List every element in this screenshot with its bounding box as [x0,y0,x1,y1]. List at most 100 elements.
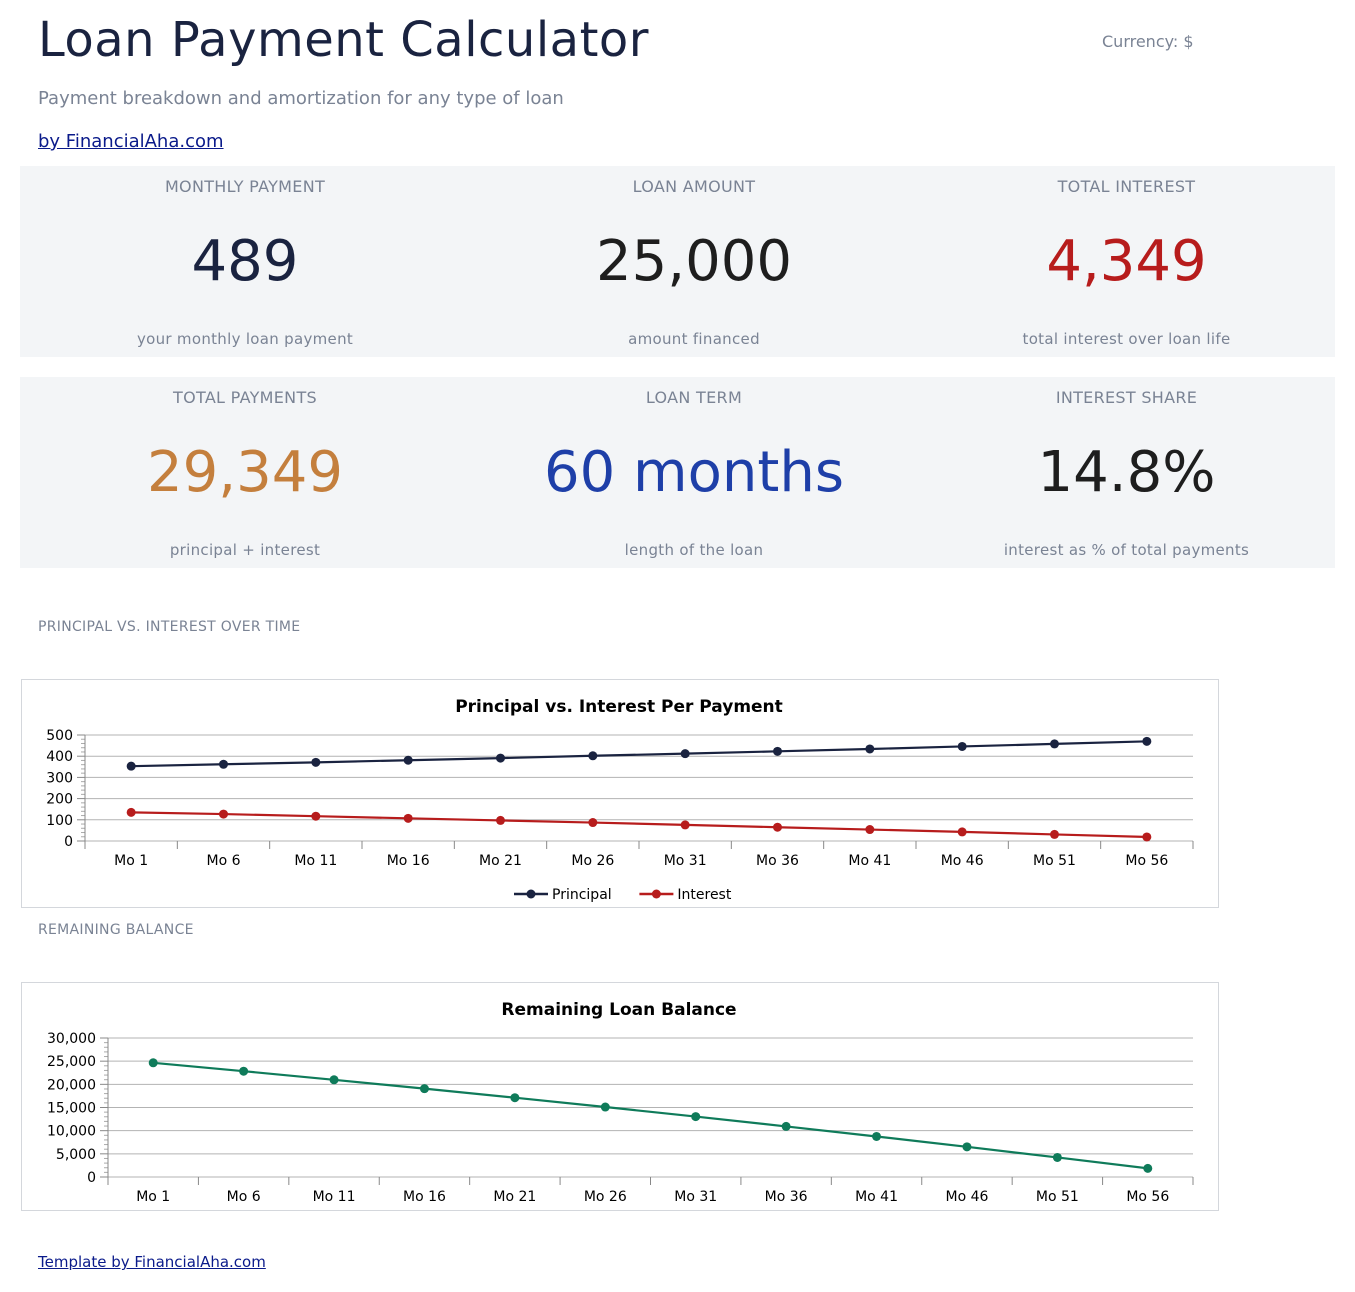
y-tick-label: 5,000 [56,1147,96,1163]
x-tick-label: Mo 46 [945,1189,988,1205]
kpi-row-totals: TOTAL PAYMENTS 29,349 principal + intere… [20,377,1335,568]
data-point [239,1066,249,1076]
x-tick-label: Mo 1 [114,853,148,869]
currency-label: Currency: $ [1102,32,1194,51]
kpi-row-summary: MONTHLY PAYMENT 489 your monthly loan pa… [20,166,1335,357]
data-point [496,815,505,825]
kpi-value: 25,000 [596,229,792,294]
data-point [1050,739,1059,749]
data-point [510,1093,520,1103]
x-tick-label: Mo 36 [756,853,799,869]
x-tick-label: Mo 16 [403,1189,446,1205]
footer-template-link[interactable]: Template by FinancialAha.com [38,1253,266,1271]
data-point [1143,1163,1153,1173]
y-tick-label: 500 [46,728,73,744]
y-tick-label: 15,000 [47,1101,96,1117]
x-tick-label: Mo 26 [584,1189,627,1205]
kpi-interest-share: INTEREST SHARE 14.8% interest as % of to… [918,377,1335,568]
y-tick-label: 20,000 [47,1077,96,1093]
data-point [496,753,505,763]
x-tick-label: Mo 36 [765,1189,808,1205]
y-tick-label: 200 [46,792,73,808]
series-line [153,1061,1148,1170]
data-point [957,827,967,837]
x-tick-label: Mo 31 [664,853,707,869]
kpi-total-payments: TOTAL PAYMENTS 29,349 principal + intere… [20,377,470,568]
y-tick-label: 30,000 [47,1031,96,1047]
kpi-label: LOAN AMOUNT [632,177,756,196]
y-tick-label: 400 [46,749,73,765]
data-point [403,755,413,765]
data-point [865,744,875,754]
series-line [131,811,1147,839]
x-tick-label: Mo 51 [1033,853,1076,869]
kpi-value: 4,349 [1046,229,1207,294]
kpi-value: 29,349 [147,440,343,505]
legend-marker [651,889,661,899]
legend-label: Interest [677,887,731,903]
x-tick-label: Mo 21 [493,1189,536,1205]
kpi-loan-amount: LOAN AMOUNT 25,000 amount financed [470,166,918,357]
y-tick-label: 0 [87,1170,96,1186]
kpi-label: TOTAL PAYMENTS [173,388,317,407]
data-point [126,761,136,771]
kpi-caption: total interest over loan life [1022,330,1231,348]
data-point [588,818,598,828]
kpi-caption: principal + interest [169,541,321,559]
data-point [126,807,136,817]
byline-link[interactable]: by FinancialAha.com [38,131,224,152]
kpi-caption: amount financed [628,330,760,348]
kpi-value: 60 months [544,440,844,505]
data-point [311,811,321,821]
data-point [962,1142,972,1152]
data-point [419,1084,429,1094]
chart-title: Remaining Loan Balance [501,1000,736,1020]
data-point [403,813,413,823]
kpi-label: MONTHLY PAYMENT [164,177,326,196]
kpi-label: INTEREST SHARE [1055,388,1198,407]
kpi-caption: your monthly loan payment [136,330,354,348]
page-subtitle: Payment breakdown and amortization for a… [38,88,564,109]
x-tick-label: Mo 46 [941,853,984,869]
x-tick-label: Mo 41 [855,1189,898,1205]
data-point [957,741,967,751]
data-point [773,822,782,832]
x-tick-label: Mo 6 [227,1189,261,1205]
data-point [219,759,228,769]
kpi-monthly-payment: MONTHLY PAYMENT 489 your monthly loan pa… [20,166,470,357]
data-point [691,1112,701,1122]
x-tick-label: Mo 31 [674,1189,717,1205]
data-point [872,1131,882,1141]
data-point [588,751,598,761]
y-tick-label: 100 [46,813,73,829]
y-tick-label: 300 [46,770,73,786]
data-point [680,820,690,830]
data-point [219,809,228,819]
principal-interest-chart-svg: Principal vs. Interest Per Payment 0 100 20… [46,697,1194,903]
x-tick-label: Mo 1 [136,1189,170,1205]
legend-marker [526,889,536,899]
data-point [865,825,875,835]
data-point [773,746,782,756]
chart-title: Principal vs. Interest Per Payment [455,697,783,717]
x-tick-label: Mo 16 [387,853,430,869]
x-tick-label: Mo 21 [479,853,522,869]
x-tick-label: Mo 56 [1125,853,1168,869]
x-tick-label: Mo 11 [313,1189,356,1205]
kpi-loan-term: LOAN TERM 60 months length of the loan [470,377,918,568]
kpi-value: 489 [191,229,299,294]
data-point [600,1102,610,1112]
data-point [1142,832,1152,842]
data-point [148,1058,158,1068]
series-line [131,740,1147,768]
x-tick-label: Mo 6 [206,853,240,869]
section-heading-balance: REMAINING BALANCE [38,922,194,938]
kpi-label: LOAN TERM [645,388,743,407]
principal-interest-chart: Principal vs. Interest Per Payment 0 100 20… [21,679,1219,908]
legend-label: Principal [552,887,612,903]
data-point [311,757,321,767]
y-tick-label: 0 [64,834,73,850]
x-tick-label: Mo 11 [294,853,337,869]
data-point [1052,1152,1062,1162]
balance-chart-svg: Remaining Loan Balance 0 5,000 10,000 15,000… [47,1000,1194,1205]
